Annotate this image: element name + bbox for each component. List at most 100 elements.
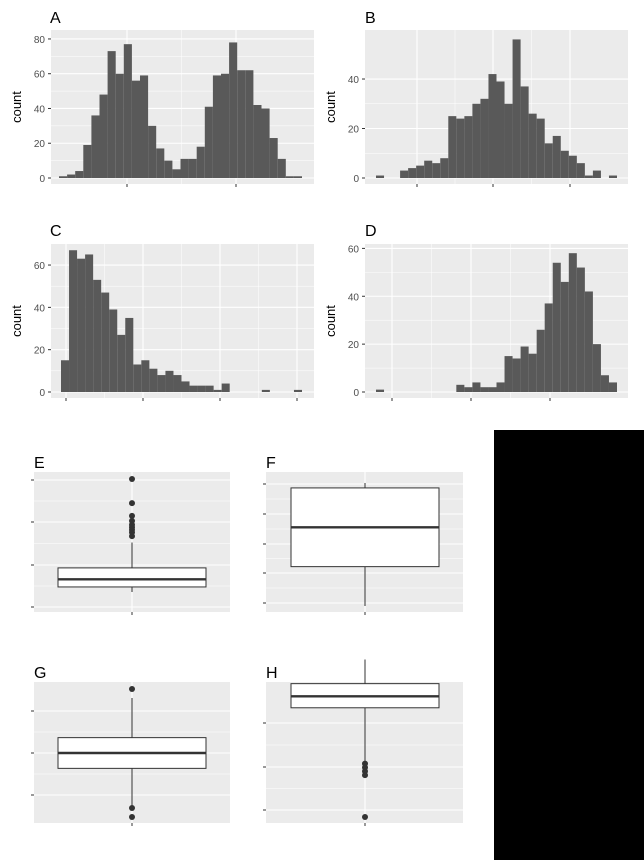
histogram-bar [133, 364, 142, 392]
panel-c: C 0 20 40 60 count [9, 223, 314, 401]
outlier-point [129, 517, 135, 524]
y-tick-label: 60 [348, 244, 360, 255]
histogram-bar [189, 385, 198, 392]
y-tick-label: 40 [348, 292, 360, 303]
outlier-point [129, 814, 135, 820]
histogram-bar [205, 385, 214, 392]
histogram-bar [584, 175, 593, 178]
histogram-bar [165, 370, 174, 392]
histogram-bar [536, 329, 545, 392]
histogram-bar [123, 44, 132, 178]
histogram-bar [181, 381, 190, 392]
histogram-bar [269, 138, 278, 178]
histogram-bar [512, 358, 521, 392]
panel-label: C [50, 223, 62, 240]
histogram-bar [528, 113, 537, 178]
histogram-bar [212, 75, 221, 178]
redaction-block [494, 430, 644, 860]
y-tick-label: 20 [34, 139, 46, 150]
outlier-point [129, 805, 135, 812]
histogram-bar [560, 281, 569, 392]
histogram-bar [85, 254, 94, 392]
y-axis-title: count [323, 91, 338, 123]
panel-label: F [266, 455, 276, 472]
panel-f: F [263, 455, 463, 615]
panel-b: B 0 20 40 count [323, 10, 628, 187]
histogram-bar [584, 291, 593, 392]
panel-label: E [34, 455, 45, 472]
histogram-bar [432, 163, 441, 178]
histogram-bar [117, 334, 126, 392]
histogram-bar [376, 175, 385, 178]
histogram-bar [213, 389, 222, 392]
histogram-bar [91, 115, 100, 178]
histogram-bar [197, 385, 206, 392]
histogram-bar [83, 144, 92, 178]
histogram-bar [480, 387, 489, 392]
histogram-bar [75, 171, 84, 178]
panel-label: H [266, 665, 278, 682]
histogram-bar [93, 279, 102, 392]
histogram-bar [608, 382, 617, 392]
histogram-bar [115, 73, 124, 178]
histogram-bar [512, 39, 521, 178]
histogram-bar [456, 118, 465, 178]
histogram-bar [456, 384, 465, 392]
histogram-bar [69, 250, 78, 392]
panel-label: G [34, 665, 46, 682]
outlier-point [362, 760, 368, 767]
outlier-point [362, 814, 368, 820]
histogram-bar [608, 175, 617, 178]
panel-label: A [50, 10, 61, 27]
outlier-point [129, 476, 135, 482]
histogram-bar [61, 360, 70, 392]
histogram-bar [424, 160, 433, 178]
y-tick-label: 60 [34, 70, 46, 81]
histogram-bar [204, 106, 213, 178]
histogram-bar [149, 368, 158, 392]
y-tick-label: 20 [348, 340, 360, 351]
panel-label: D [365, 223, 377, 240]
histogram-bar [464, 387, 473, 392]
histogram-bar [576, 163, 585, 178]
histogram-bar [520, 86, 529, 178]
y-axis-title: count [9, 91, 24, 123]
histogram-bar [568, 155, 577, 178]
histogram-bar [552, 262, 561, 392]
histogram-bar [504, 103, 513, 178]
histogram-bar [448, 116, 457, 178]
histogram-bar [440, 158, 449, 178]
y-tick-label: 40 [34, 104, 46, 115]
histogram-bar [157, 375, 166, 392]
histogram-bar [140, 75, 149, 178]
panel-h: H [263, 659, 463, 826]
histogram-bar [285, 176, 294, 178]
outlier-point [129, 512, 135, 519]
histogram-bar [131, 80, 140, 178]
y-tick-label: 40 [34, 303, 46, 314]
y-tick-label: 0 [353, 174, 359, 185]
y-tick-label: 60 [34, 261, 46, 272]
histogram-bar [400, 170, 409, 178]
y-axis-title: count [323, 305, 338, 337]
histogram-bar [180, 158, 189, 178]
histogram-bar [99, 94, 108, 178]
histogram-bar [221, 383, 230, 392]
histogram-bar [528, 353, 537, 392]
histogram-bar [488, 387, 497, 392]
histogram-bar [253, 105, 262, 178]
histogram-bar [101, 292, 110, 392]
histogram-bar [59, 176, 68, 178]
histogram-bar [480, 98, 489, 178]
histogram-bar [408, 168, 417, 178]
histogram-bar [125, 317, 134, 392]
histogram-bar [221, 73, 230, 178]
histogram-bar [77, 258, 86, 392]
panel-e: E [31, 455, 230, 615]
histogram-bar [488, 74, 497, 178]
panel-d: D 0 20 40 60 count [323, 223, 628, 401]
histogram-bar [536, 118, 545, 178]
y-tick-label: 20 [348, 125, 360, 136]
histogram-bar [496, 81, 505, 178]
histogram-bar [376, 389, 385, 392]
